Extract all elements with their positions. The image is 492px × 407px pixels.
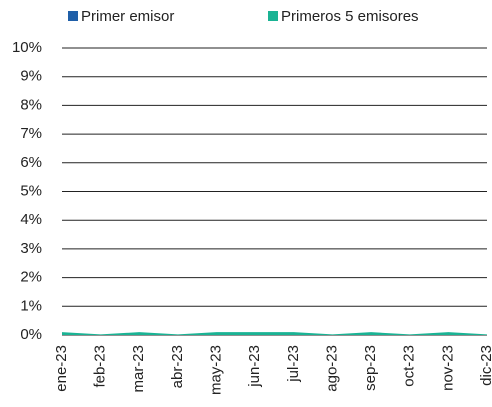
legend-label: Primeros 5 emisores <box>281 8 419 25</box>
y-tick-label: 6% <box>20 154 42 171</box>
y-tick-label: 0% <box>20 326 42 343</box>
y-tick-label: 7% <box>20 125 42 142</box>
x-tick-label: ene-23 <box>53 345 70 392</box>
x-tick-label: nov-23 <box>439 345 456 391</box>
x-tick-label: feb-23 <box>92 345 109 388</box>
y-tick-label: 5% <box>20 182 42 199</box>
y-tick-label: 8% <box>20 96 42 113</box>
y-tick-label: 4% <box>20 211 42 228</box>
x-tick-label: abr-23 <box>169 345 186 388</box>
y-tick-label: 9% <box>20 68 42 85</box>
x-tick-label: jul-23 <box>285 345 302 383</box>
legend-swatch <box>268 11 278 21</box>
legend-swatch <box>68 11 78 21</box>
x-tick-label: oct-23 <box>401 345 418 387</box>
x-tick-label: may-23 <box>208 345 225 395</box>
y-tick-label: 10% <box>12 39 42 56</box>
x-tick-label: jun-23 <box>246 345 263 388</box>
y-tick-label: 1% <box>20 297 42 314</box>
area <box>62 332 487 335</box>
y-tick-label: 2% <box>20 269 42 286</box>
x-tick-label: sep-23 <box>362 345 379 391</box>
legend-label: Primer emisor <box>81 8 174 25</box>
x-tick-label: ago-23 <box>323 345 340 392</box>
x-tick-label: dic-23 <box>478 345 492 386</box>
x-tick-label: mar-23 <box>130 345 147 393</box>
y-tick-label: 3% <box>20 240 42 257</box>
